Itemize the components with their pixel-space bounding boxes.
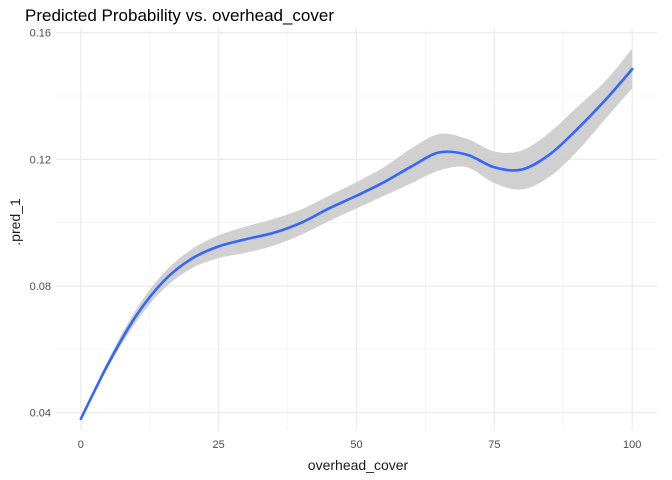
x-tick-label: 100 [623, 439, 641, 451]
y-tick-label: 0.12 [30, 154, 51, 166]
x-axis-title: overhead_cover [308, 457, 409, 473]
x-tick-label: 50 [350, 439, 362, 451]
major-gridlines [56, 28, 657, 430]
y-tick-label: 0.04 [30, 408, 51, 420]
x-tick-label: 0 [78, 439, 84, 451]
y-axis-title: .pred_1 [7, 198, 23, 246]
chart-title: Predicted Probability vs. overhead_cover [25, 6, 334, 25]
prediction-line [79, 67, 634, 421]
x-axis-ticks: 0 25 50 75 100 [78, 439, 642, 451]
y-tick-label: 0.16 [30, 28, 51, 40]
x-tick-label: 25 [213, 439, 225, 451]
y-axis-ticks: 0.04 0.08 0.12 0.16 [30, 28, 51, 420]
y-tick-label: 0.08 [30, 281, 51, 293]
x-tick-label: 75 [488, 439, 500, 451]
